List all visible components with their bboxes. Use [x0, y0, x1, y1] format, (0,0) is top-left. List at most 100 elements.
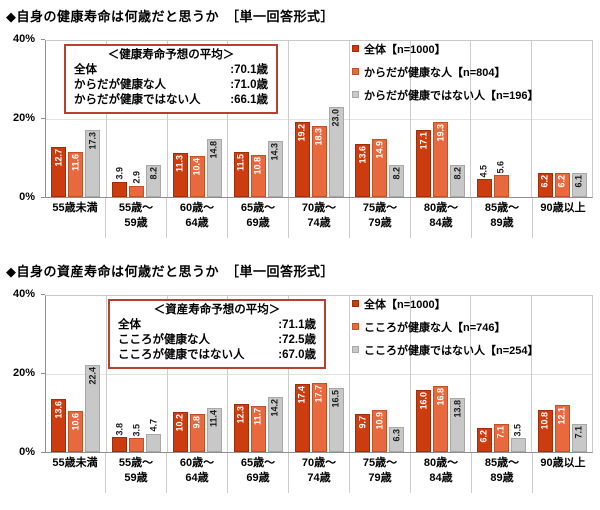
- category-line: 74歳: [307, 216, 331, 229]
- value-label: 3.9: [114, 167, 125, 180]
- bar-slot: 7.1: [571, 296, 587, 452]
- value-label: 13.8: [452, 400, 463, 418]
- category-line: 75歳～: [362, 202, 398, 214]
- category-label: 55歳未満: [45, 198, 106, 238]
- category-line: 85歳～: [484, 457, 520, 469]
- legend-swatch-icon: [352, 300, 359, 307]
- bar-slot: 17.1: [416, 41, 432, 197]
- value-label: 17.3: [87, 131, 98, 150]
- average-label: からだが健康な人: [74, 78, 166, 91]
- average-label: 全体: [74, 63, 97, 76]
- bar-slot: 14.9: [372, 41, 388, 197]
- average-label: こころが健康な人: [118, 333, 210, 346]
- average-label: 全体: [118, 318, 141, 331]
- y-axis-label: 0%: [19, 191, 35, 203]
- bar-slot: 6.2: [554, 41, 570, 197]
- value-label: 12.3: [235, 406, 246, 424]
- bar: 13.8: [450, 398, 466, 452]
- average-row: からだが健康な人:71.0歳: [74, 78, 268, 93]
- y-axis: 40% 20% 0%: [0, 288, 45, 458]
- category-line: 60歳～: [179, 457, 215, 469]
- chart-title: ◆自身の資産寿命は何歳だと思うか ［単一回答形式］: [6, 264, 334, 279]
- bar: 11.5: [233, 152, 249, 197]
- value-label: 11.3: [174, 154, 185, 172]
- bar: 11.3: [172, 152, 188, 197]
- category-line: 55歳～: [118, 202, 154, 214]
- value-label: 18.3: [313, 127, 324, 146]
- bar: 13.6: [51, 398, 67, 452]
- y-axis-tick: [41, 39, 45, 40]
- bar-slot: 11.4: [206, 296, 222, 452]
- average-box: ＜資産寿命予想の平均＞ 全体:71.1歳 こころが健康な人:72.5歳 こころが健康…: [108, 299, 326, 369]
- y-axis-label: 0%: [19, 446, 35, 458]
- value-label: 8.2: [452, 167, 463, 180]
- legend-item: 全体【n=1000】: [352, 297, 539, 311]
- bar-slot: 16.8: [433, 296, 449, 452]
- bar-slot: 8.2: [450, 41, 466, 197]
- category-line: 84歳: [429, 216, 453, 229]
- legend-item: こころが健康な人【n=746】: [352, 320, 539, 334]
- value-label: 6.2: [556, 174, 567, 188]
- value-label: 16.8: [435, 388, 446, 407]
- category-label: 65歳～ 69歳: [228, 198, 289, 238]
- category-label: 65歳～ 69歳: [228, 453, 289, 493]
- bar-slot: 23.0: [328, 41, 344, 197]
- bar-slot: 16.0: [416, 296, 432, 452]
- category-line: 89歳: [490, 216, 514, 229]
- legend-label: からだが健康な人【n=804】: [364, 66, 506, 79]
- category-line: 60歳～: [179, 202, 215, 214]
- value-label: 7.1: [495, 426, 506, 439]
- value-label: 4.7: [148, 419, 159, 432]
- value-label: 12.1: [556, 406, 567, 425]
- bar-slot: 10.4: [189, 41, 205, 197]
- category-line: 80歳～: [423, 202, 459, 214]
- bar: 11.6: [68, 151, 84, 197]
- bar: [129, 185, 145, 197]
- legend-label: こころが健康ではない人【n=254】: [364, 344, 539, 357]
- plot-area: 13.6 10.6 22.4 3.8 3.5 4.7 10.2 9.8 11.4 12.3 11.7…: [45, 295, 593, 453]
- value-label: 11.5: [235, 154, 246, 172]
- y-axis-tick: [41, 373, 45, 374]
- bar: 10.4: [189, 156, 205, 197]
- value-label: 10.2: [174, 414, 185, 432]
- bar-group: 12.7 11.6 17.3: [46, 41, 107, 197]
- average-value: :70.1歳: [230, 63, 268, 76]
- value-label: 10.9: [374, 411, 385, 430]
- y-axis-tick: [41, 452, 45, 453]
- bar: 16.0: [416, 389, 432, 452]
- legend: 全体【n=1000】 からだが健康な人【n=804】 からだが健康ではない人【n=1…: [352, 42, 539, 111]
- legend-swatch-icon: [352, 45, 359, 52]
- bar-slot: 9.7: [355, 296, 371, 452]
- bar: 19.2: [294, 122, 310, 197]
- y-axis-label: 20%: [12, 367, 35, 379]
- bar: [112, 437, 128, 452]
- bar-group: 13.6 10.6 22.4: [46, 296, 107, 452]
- value-label: 10.4: [191, 158, 202, 176]
- category-line: 64歳: [185, 471, 209, 484]
- legend-swatch-icon: [352, 91, 359, 98]
- y-axis: 40% 20% 0%: [0, 33, 45, 203]
- category-line: 75歳～: [362, 457, 398, 469]
- bar: 14.8: [206, 139, 222, 197]
- average-row: からだが健康ではない人:66.1歳: [74, 93, 268, 108]
- bar-slot: 4.7: [146, 296, 162, 452]
- category-line: 79歳: [368, 216, 392, 229]
- bar: 10.2: [172, 412, 188, 452]
- bar-group: 16.0 16.8 13.8: [411, 296, 472, 452]
- category-label: 70歳～ 74歳: [289, 453, 350, 493]
- bar-group: 10.8 12.1 7.1: [532, 296, 592, 452]
- bar-group: 12.3 11.7 14.2: [228, 296, 290, 452]
- legend-item: こころが健康ではない人【n=254】: [352, 343, 539, 357]
- category-label: 75歳～ 79歳: [350, 453, 411, 493]
- value-label: 17.4: [296, 386, 307, 404]
- value-label: 12.7: [53, 149, 64, 168]
- bar-slot: 11.7: [250, 296, 266, 452]
- category-line: 55歳未満: [52, 202, 98, 214]
- bar: 7.1: [571, 424, 587, 452]
- chart-title: ◆自身の健康寿命は何歳だと思うか ［単一回答形式］: [6, 9, 334, 24]
- value-label: 16.0: [418, 391, 429, 410]
- legend-label: こころが健康な人【n=746】: [364, 321, 506, 334]
- average-row: 全体 :70.1歳: [74, 63, 268, 78]
- average-row: こころが健康ではない人:67.0歳: [118, 348, 316, 363]
- bar-slot: 7.1: [493, 296, 509, 452]
